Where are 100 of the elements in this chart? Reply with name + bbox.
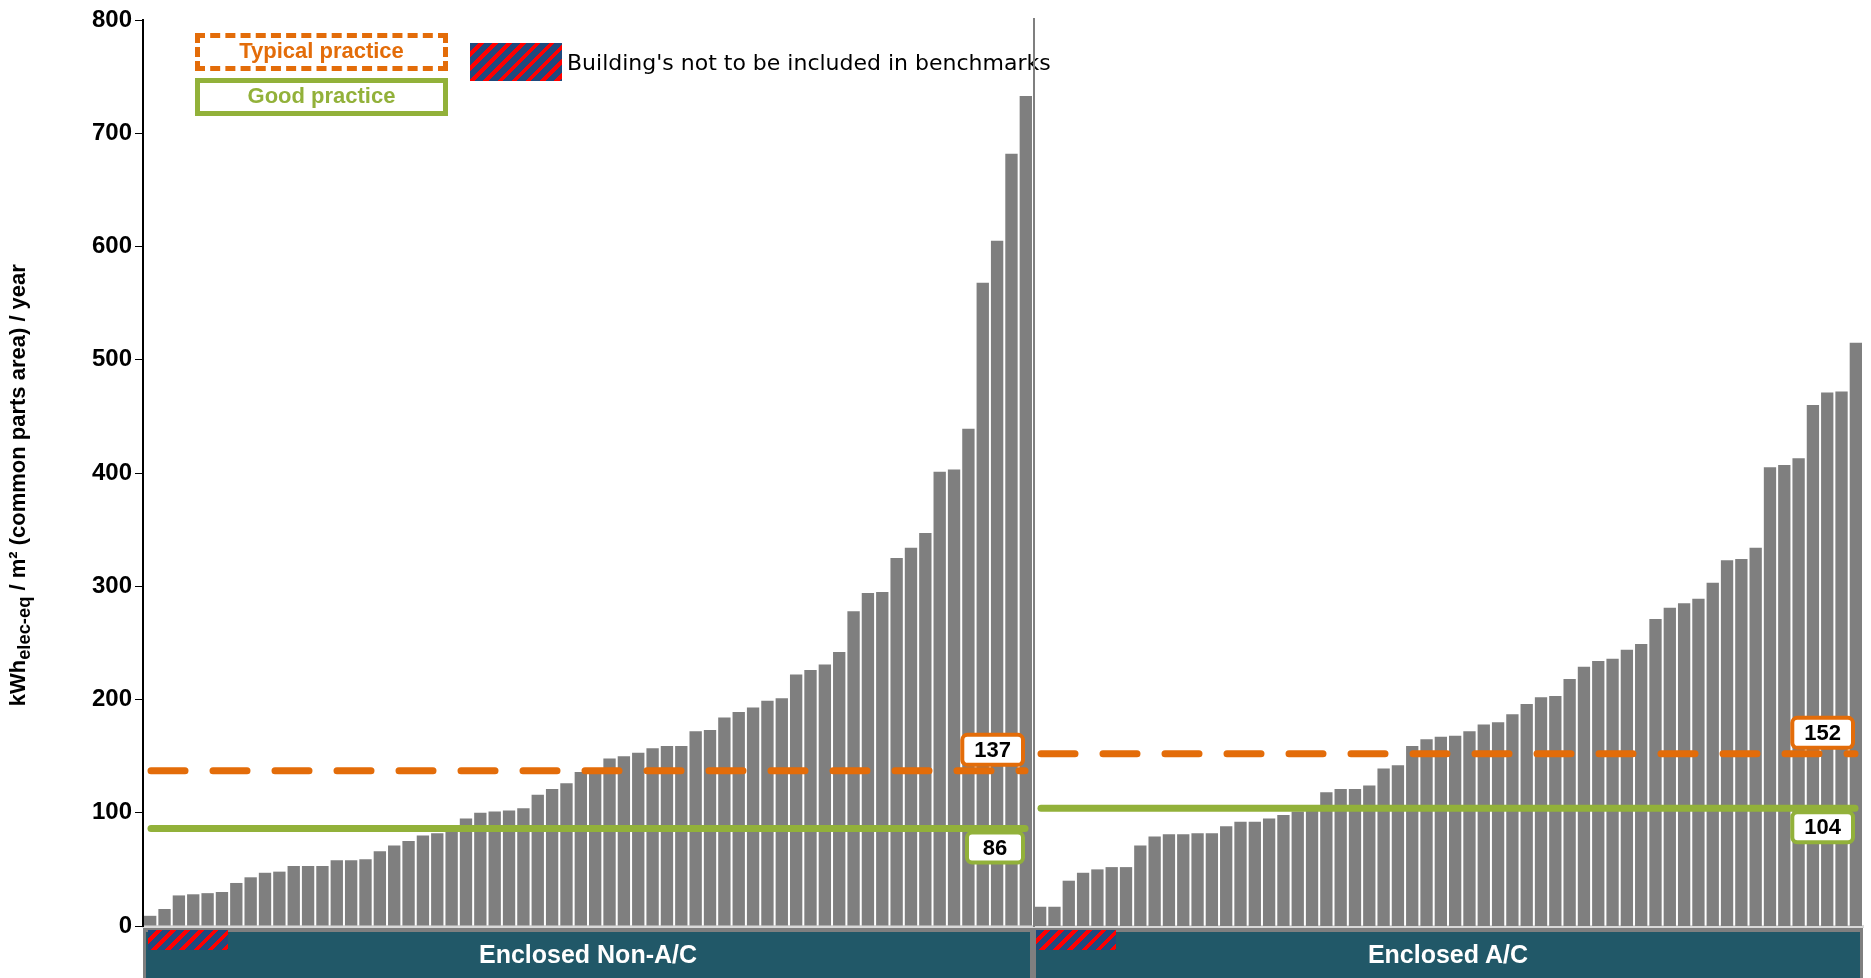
bar	[1663, 607, 1676, 926]
bar	[1534, 697, 1548, 926]
bar	[847, 611, 860, 926]
bar	[1377, 768, 1390, 926]
bar	[359, 859, 372, 926]
bar	[215, 892, 229, 926]
bar	[1520, 704, 1533, 926]
ref-line-label: 86	[982, 834, 1008, 860]
bar	[1076, 872, 1090, 926]
bar	[632, 752, 645, 926]
bar	[502, 810, 516, 926]
bar	[1148, 836, 1161, 926]
y-tick-label: 700	[91, 117, 132, 145]
bar	[876, 591, 889, 926]
bar	[1720, 560, 1734, 926]
bar	[1406, 745, 1419, 926]
bar	[1277, 815, 1290, 926]
bar	[1849, 342, 1862, 926]
bar	[1305, 809, 1319, 926]
bar	[617, 756, 631, 926]
bar	[431, 833, 444, 926]
bar	[545, 788, 559, 926]
bar	[1620, 649, 1634, 926]
bar	[1162, 834, 1176, 926]
x-axis-title: Enclosed A/C	[1367, 939, 1529, 968]
bar	[1334, 788, 1347, 926]
bar	[890, 557, 903, 926]
bar	[746, 707, 760, 926]
bar	[273, 871, 286, 926]
x-axis-title: Enclosed Non-A/C	[478, 939, 698, 968]
y-tick-label: 200	[91, 684, 132, 712]
bar	[330, 860, 343, 926]
bar	[603, 758, 616, 926]
bar	[517, 808, 530, 926]
bar	[201, 893, 214, 926]
bar	[1119, 867, 1133, 926]
bar	[1348, 788, 1362, 926]
bar	[488, 811, 501, 926]
bar	[689, 731, 702, 926]
ref-line-label: 152	[1804, 719, 1842, 745]
bar	[1549, 696, 1562, 926]
bar	[675, 745, 688, 926]
annotation: Typical practice	[238, 38, 405, 64]
bar	[1062, 880, 1075, 926]
bar	[1105, 867, 1118, 926]
bar	[187, 894, 200, 926]
bar	[1692, 598, 1705, 926]
bar	[818, 664, 832, 926]
bar	[1420, 739, 1433, 926]
bar	[402, 841, 415, 926]
bar	[388, 845, 401, 926]
bar	[1177, 834, 1190, 926]
bar	[1434, 736, 1447, 926]
bar	[1191, 833, 1204, 926]
bar	[1506, 714, 1519, 926]
bar	[1234, 821, 1247, 926]
bar	[172, 895, 186, 926]
bar	[459, 818, 473, 926]
bar	[1635, 644, 1648, 926]
y-tick-label: 100	[91, 797, 132, 825]
annotation: Good practice	[246, 83, 397, 109]
bar	[861, 593, 875, 926]
bar	[718, 717, 731, 926]
y-tick-label: 800	[91, 4, 132, 32]
y-tick-label: 600	[91, 231, 132, 259]
bar	[1592, 661, 1605, 926]
bar	[703, 730, 717, 926]
bar	[244, 877, 257, 926]
bar	[1291, 811, 1304, 926]
bar	[1091, 869, 1104, 926]
bar	[732, 711, 745, 926]
bar	[1363, 785, 1376, 926]
bar	[344, 860, 358, 926]
bar	[258, 872, 272, 926]
bar	[1391, 765, 1405, 926]
bar	[1205, 833, 1219, 926]
y-tick-label: 0	[118, 910, 132, 938]
ref-line-label: 137	[974, 736, 1012, 762]
bar	[1262, 818, 1276, 926]
bar	[1248, 821, 1261, 926]
bar	[789, 674, 803, 926]
bar	[646, 748, 659, 926]
bar	[1048, 906, 1061, 926]
ref-line-label: 104	[1804, 814, 1842, 840]
bar	[560, 783, 573, 926]
bar	[287, 865, 300, 926]
bar	[933, 471, 946, 926]
bar	[158, 909, 171, 926]
bar	[474, 812, 487, 926]
bar	[919, 533, 932, 926]
bar	[1449, 735, 1462, 926]
bar	[804, 670, 817, 926]
bar	[316, 865, 329, 926]
y-tick-label: 400	[91, 457, 132, 485]
bar	[1320, 792, 1333, 926]
bar	[1677, 603, 1691, 926]
bar	[531, 794, 544, 926]
bar	[301, 865, 315, 926]
bar	[445, 829, 458, 926]
bar	[1563, 679, 1576, 926]
